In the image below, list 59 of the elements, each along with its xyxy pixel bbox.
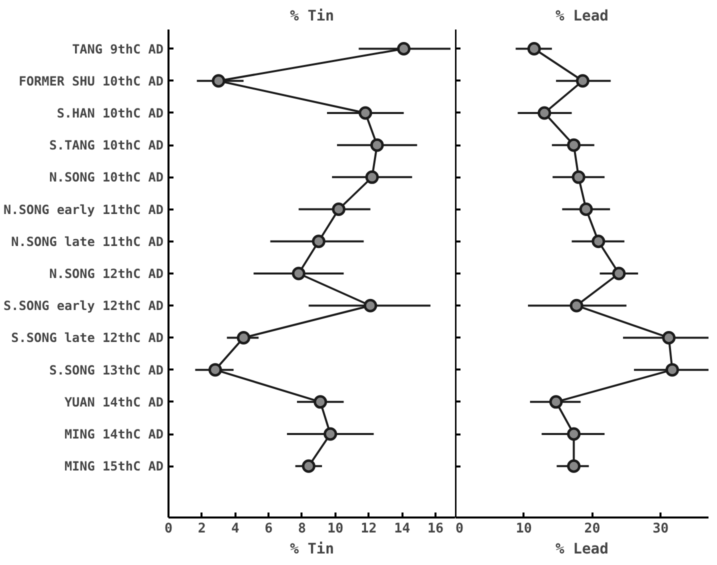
point (538, 106, 552, 120)
point (666, 363, 680, 377)
chart-title: % Lead (556, 8, 608, 24)
y-tick-label: S.TANG 10thC AD (49, 138, 164, 153)
x-tick-label: 10 (516, 522, 532, 536)
point (567, 427, 581, 441)
y-tick-label: MING 15thC AD (64, 458, 164, 474)
x-tick-label: 4 (231, 522, 240, 536)
point (364, 298, 378, 312)
y-tick-label: N.SONG late 11thC AD (11, 234, 164, 249)
y-tick-label: MING 14thC AD (64, 426, 164, 442)
x-tick-label: 10 (327, 522, 344, 536)
point (662, 330, 676, 344)
point (314, 395, 328, 409)
y-tick-label: TANG 9thC AD (72, 41, 164, 56)
point (332, 202, 346, 216)
point (549, 395, 563, 409)
y-tick-label: S.SONG early 12thC AD (3, 298, 164, 314)
point (208, 363, 222, 377)
y-tick-label: N.SONG 12thC AD (49, 266, 164, 281)
x-tick-label: 16 (427, 522, 444, 536)
point (592, 234, 606, 248)
point (324, 427, 338, 441)
point (527, 42, 541, 56)
point (292, 266, 306, 280)
chart-title: % Tin (290, 8, 334, 24)
point (302, 459, 316, 473)
x-tick-label: 20 (584, 522, 600, 536)
point (236, 330, 250, 344)
y-tick-label: N.SONG 10thC AD (49, 170, 164, 185)
x-tick-label: 6 (264, 522, 273, 536)
point (567, 459, 581, 473)
x-tick-label: 30 (652, 522, 669, 536)
y-tick-label: S.HAN 10thC AD (56, 105, 164, 120)
x-axis-title: % Lead (556, 540, 608, 558)
point (358, 106, 372, 120)
point (365, 170, 379, 184)
x-tick-label: 14 (394, 522, 410, 536)
x-tick-label: 0 (164, 522, 173, 536)
x-tick-label: 2 (198, 522, 206, 536)
point (312, 234, 326, 248)
x-tick-label: 0 (456, 522, 464, 536)
x-tick-label: 12 (360, 522, 377, 536)
y-tick-label: FORMER SHU 10thC AD (18, 73, 164, 88)
point (397, 42, 411, 56)
point (567, 138, 581, 152)
point (576, 74, 590, 88)
point (212, 74, 226, 88)
point (612, 266, 626, 280)
y-tick-label: YUAN 14thC AD (64, 394, 164, 410)
point (572, 170, 586, 184)
point (579, 202, 593, 216)
point (370, 138, 384, 152)
x-tick-label: 8 (298, 522, 306, 536)
y-tick-label: S.SONG 13thC AD (49, 362, 164, 378)
point (570, 298, 584, 312)
x-axis-title: % Tin (290, 540, 334, 558)
y-tick-label: S.SONG late 12thC AD (11, 330, 164, 346)
y-tick-label: N.SONG early 11thC AD (3, 202, 164, 217)
